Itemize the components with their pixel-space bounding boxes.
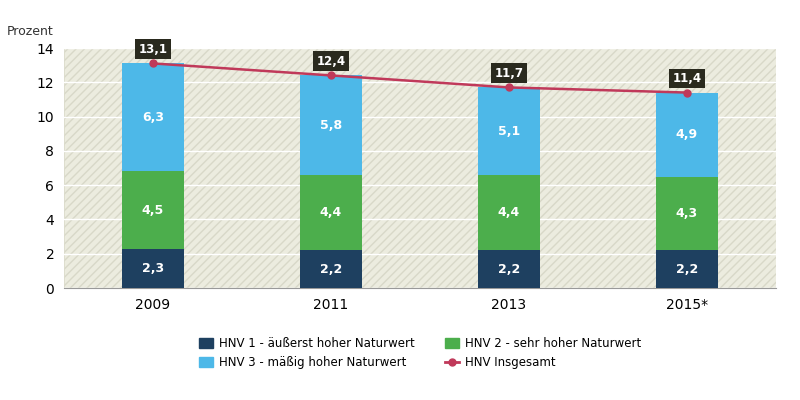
Text: 5,1: 5,1 [498, 125, 520, 138]
Bar [122, 248, 184, 288]
Bar [478, 88, 540, 175]
Bar [122, 64, 184, 172]
Text: 5,8: 5,8 [320, 119, 342, 132]
Bar [300, 250, 362, 288]
Text: 12,4: 12,4 [317, 55, 346, 68]
Text: 2,3: 2,3 [142, 262, 164, 275]
Text: 4,5: 4,5 [142, 204, 164, 216]
Text: 4,4: 4,4 [498, 206, 520, 219]
Bar [656, 92, 718, 176]
Bar [122, 172, 184, 248]
Text: 2,2: 2,2 [498, 263, 520, 276]
Text: 11,7: 11,7 [494, 67, 523, 80]
Bar [300, 76, 362, 175]
Bar [300, 175, 362, 250]
Text: 6,3: 6,3 [142, 111, 164, 124]
Text: 13,1: 13,1 [138, 43, 167, 56]
Bar [478, 250, 540, 288]
Bar [656, 176, 718, 250]
Text: 4,9: 4,9 [676, 128, 698, 141]
Text: Prozent: Prozent [7, 25, 54, 38]
Text: 2,2: 2,2 [676, 263, 698, 276]
Legend: HNV 1 - äußerst hoher Naturwert, HNV 3 - mäßig hoher Naturwert, HNV 2 - sehr hoh: HNV 1 - äußerst hoher Naturwert, HNV 3 -… [199, 337, 641, 369]
Text: 4,3: 4,3 [676, 207, 698, 220]
Bar [478, 175, 540, 250]
Text: 11,4: 11,4 [673, 72, 702, 85]
Text: 4,4: 4,4 [320, 206, 342, 219]
Bar [656, 250, 718, 288]
Text: 2,2: 2,2 [320, 263, 342, 276]
